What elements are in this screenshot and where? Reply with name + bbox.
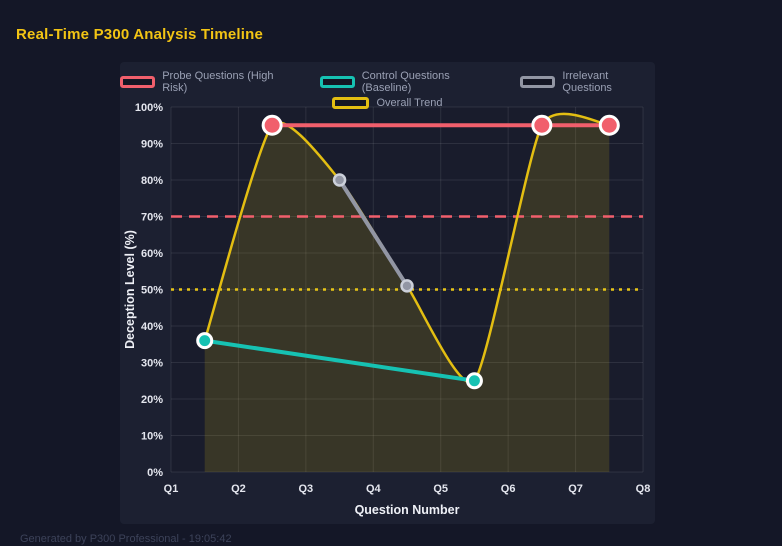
data-point[interactable]	[196, 332, 214, 350]
legend-item[interactable]: Irrelevant Questions	[520, 70, 655, 94]
x-axis-title: Question Number	[355, 503, 460, 517]
data-point[interactable]	[531, 114, 553, 136]
y-tick-label: 50%	[141, 285, 163, 297]
x-tick-label: Q4	[366, 483, 382, 495]
data-point[interactable]	[465, 372, 483, 390]
x-tick-label: Q5	[433, 483, 448, 495]
chart-legend: Probe Questions (High Risk) Control Quest…	[120, 70, 655, 109]
data-point[interactable]	[332, 173, 347, 187]
data-point[interactable]	[400, 279, 414, 293]
legend-swatch-icon	[319, 76, 355, 88]
legend-swatch-icon	[120, 76, 156, 88]
y-tick-label: 100%	[135, 102, 163, 114]
x-tick-label: Q1	[164, 483, 179, 495]
series-line	[337, 178, 409, 288]
legend-row: Overall Trend	[332, 97, 443, 109]
y-tick-label: 60%	[141, 248, 163, 260]
y-tick-label: 0%	[147, 467, 163, 479]
legend-label: Irrelevant Questions	[562, 70, 612, 94]
page-title: Real-Time P300 Analysis Timeline	[16, 26, 264, 43]
data-point[interactable]	[598, 114, 620, 136]
series-line	[202, 338, 477, 383]
x-tick-label: Q3	[299, 483, 314, 495]
gridlines	[170, 106, 644, 473]
legend-label: Probe Questions (High Risk)	[162, 70, 274, 94]
legend-item[interactable]: Probe Questions (High Risk)	[120, 70, 294, 94]
y-axis-title: Deception Level (%)	[123, 230, 137, 349]
plot-area: 0% 10% 20% 30% 40% 50% 60% 70% 80% 90% 100% Q1 Q2 Q3 Q…	[123, 102, 650, 517]
legend-swatch-icon	[332, 97, 370, 109]
legend-item[interactable]: Overall Trend	[332, 97, 443, 109]
x-tick-label: Q6	[501, 483, 516, 495]
legend-item[interactable]: Control Questions (Baseline)	[319, 70, 495, 94]
x-tick-label: Q2	[231, 483, 246, 495]
x-tick-label: Q7	[568, 483, 583, 495]
y-tick-label: 80%	[141, 175, 163, 187]
y-tick-label: 40%	[141, 321, 163, 333]
y-tick-label: 30%	[141, 358, 163, 370]
legend-label: Control Questions (Baseline)	[361, 70, 450, 94]
footer-note: Generated by P300 Professional - 19:05:4…	[20, 533, 232, 545]
data-point[interactable]	[261, 114, 283, 136]
trend-area-fill	[204, 113, 610, 473]
legend-swatch-icon	[520, 76, 556, 88]
legend-label: Overall Trend	[376, 97, 443, 109]
x-tick-label: Q8	[636, 483, 651, 495]
y-tick-label: 90%	[141, 139, 163, 151]
axis-tick-labels: 0% 10% 20% 30% 40% 50% 60% 70% 80% 90% 100% Q1 Q2 Q3 Q…	[135, 102, 650, 495]
legend-row: Probe Questions (High Risk) Control Quest…	[120, 70, 655, 94]
y-tick-label: 20%	[141, 394, 163, 406]
y-tick-label: 70%	[141, 212, 163, 224]
y-tick-label: 10%	[141, 431, 163, 443]
chart-panel: Probe Questions (High Risk) Control Quest…	[120, 62, 655, 524]
